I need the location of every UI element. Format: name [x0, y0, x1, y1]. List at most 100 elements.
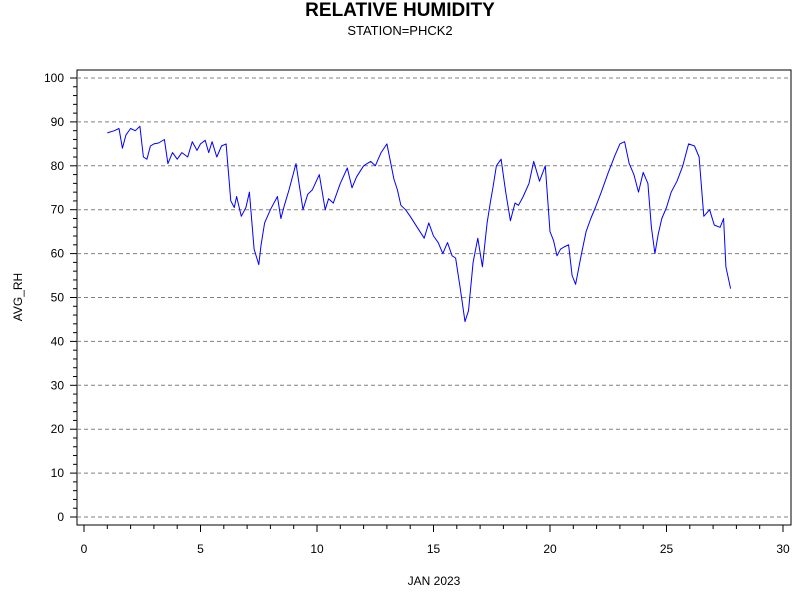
data-point [482, 266, 483, 267]
x-tick-label-30: 30 [776, 542, 790, 556]
data-point [556, 255, 557, 256]
data-point [608, 172, 609, 173]
data-point [253, 249, 254, 250]
data-point [638, 192, 639, 193]
data-point [114, 130, 115, 131]
data-point [581, 253, 582, 254]
x-tick-label-10: 10 [310, 542, 324, 556]
data-point [568, 244, 569, 245]
data-point [496, 165, 497, 166]
data-point [212, 141, 213, 142]
data-point [375, 165, 376, 166]
y-tick-label-0: 0 [57, 510, 64, 524]
data-point [510, 220, 511, 221]
data-point [624, 141, 625, 142]
data-point [216, 156, 217, 157]
data-point [500, 159, 501, 160]
chart-title: RELATIVE HUMIDITY [305, 0, 495, 21]
data-point [167, 163, 168, 164]
data-point [719, 227, 720, 228]
data-point [442, 253, 443, 254]
data-point [629, 163, 630, 164]
data-point [107, 132, 108, 133]
data-point [249, 192, 250, 193]
data-point [505, 192, 506, 193]
data-point [139, 126, 140, 127]
data-point [725, 266, 726, 267]
data-point [340, 183, 341, 184]
data-point [356, 176, 357, 177]
data-point [400, 205, 401, 206]
data-point [177, 159, 178, 160]
x-tick-label-15: 15 [427, 542, 441, 556]
data-point [549, 231, 550, 232]
data-point [236, 196, 237, 197]
data-point [150, 145, 151, 146]
data-point [464, 321, 465, 322]
data-point [514, 203, 515, 204]
data-point [208, 152, 209, 153]
data-point [397, 189, 398, 190]
data-point [130, 128, 131, 129]
y-tick-label-100: 100 [44, 71, 64, 85]
data-point [380, 152, 381, 153]
data-point [490, 200, 491, 201]
data-point [302, 209, 303, 210]
y-tick-label-90: 90 [51, 115, 65, 129]
data-point [688, 143, 689, 144]
data-point [417, 227, 418, 228]
data-point [545, 165, 546, 166]
data-point [172, 152, 173, 153]
data-point [234, 207, 235, 208]
data-point [386, 143, 387, 144]
data-point [486, 222, 487, 223]
data-point [523, 196, 524, 197]
data-point [460, 288, 461, 289]
data-point [651, 227, 652, 228]
data-point [438, 242, 439, 243]
data-point [405, 209, 406, 210]
data-point [226, 143, 227, 144]
data-point [363, 165, 364, 166]
data-point [307, 194, 308, 195]
data-point [553, 240, 554, 241]
data-point [699, 156, 700, 157]
data-point [393, 178, 394, 179]
data-point [192, 141, 193, 142]
data-point [492, 187, 493, 188]
data-point [615, 154, 616, 155]
data-point [187, 156, 188, 157]
data-point [539, 181, 540, 182]
data-point [153, 143, 154, 144]
data-point [135, 130, 136, 131]
x-axis: 0 5 10 15 20 25 30 [81, 525, 790, 556]
data-point [347, 167, 348, 168]
data-point [264, 222, 265, 223]
data-point [433, 235, 434, 236]
data-point [284, 205, 285, 206]
data-point [295, 163, 296, 164]
data-point [647, 183, 648, 184]
data-point [258, 264, 259, 265]
y-axis: 0 10 20 30 40 50 60 70 80 90 100 [44, 71, 77, 524]
data-point [671, 192, 672, 193]
data-point [533, 161, 534, 162]
data-point [468, 310, 469, 311]
data-point [643, 172, 644, 173]
data-point [452, 255, 453, 256]
data-point [518, 205, 519, 206]
series-line-avg-rh [107, 125, 732, 323]
data-point [333, 203, 334, 204]
y-tick-label-70: 70 [51, 203, 65, 217]
data-point [118, 128, 119, 129]
data-point [410, 216, 411, 217]
gridlines [77, 77, 791, 518]
y-tick-label-20: 20 [51, 422, 65, 436]
data-point [633, 174, 634, 175]
data-point [666, 207, 667, 208]
data-point [572, 275, 573, 276]
data-point [288, 189, 289, 190]
data-point [260, 244, 261, 245]
x-tick-label-0: 0 [81, 542, 88, 556]
